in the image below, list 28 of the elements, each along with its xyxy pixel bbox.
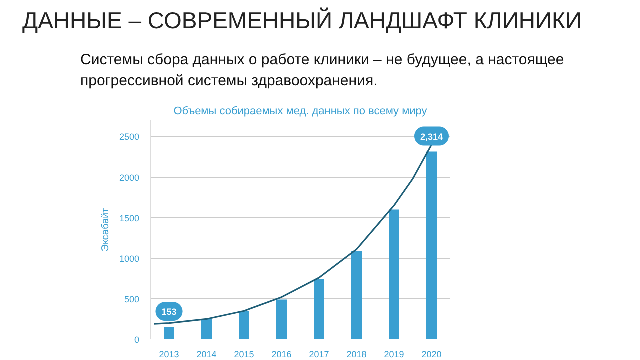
chart-title: ДАННЫЕ – СОВРЕМЕННЫЙ ЛАНДШАФТ КЛИНИКИ xyxy=(22,8,582,34)
x-tick-label: 2013 xyxy=(159,350,180,360)
bar xyxy=(239,311,250,340)
y-tick-label: 0 xyxy=(134,335,140,345)
y-tick-label: 2500 xyxy=(119,132,140,142)
x-tick-label: 2017 xyxy=(309,350,330,360)
x-tick-label: 2016 xyxy=(272,350,292,360)
bar xyxy=(164,327,174,340)
y-tick-label: 1000 xyxy=(119,254,140,264)
y-axis-title: Эксабайт xyxy=(100,208,112,252)
y-tick-label: 1500 xyxy=(119,213,140,224)
x-tick-label: 2015 xyxy=(234,350,254,360)
data-label: 2,314 xyxy=(420,132,444,142)
x-tick-label: 2014 xyxy=(196,350,217,360)
bar xyxy=(276,300,287,340)
bar xyxy=(426,152,437,340)
bar xyxy=(352,251,362,340)
x-tick-label: 2019 xyxy=(384,350,404,360)
bar xyxy=(389,210,400,340)
x-tick-label: 2018 xyxy=(346,350,367,360)
y-tick-label: 500 xyxy=(124,294,140,304)
y-tick-label: 2000 xyxy=(119,172,140,183)
chart-subtitle: Системы сбора данных о работе клиники – не будущее, а настоящее прогрессивной системы здравоохранения. xyxy=(80,51,564,90)
data-label: 153 xyxy=(162,307,177,318)
text: Объемы собираемых мед. данных по всему миру xyxy=(174,106,428,118)
bar xyxy=(202,319,212,340)
x-tick-label: 2020 xyxy=(422,350,442,360)
bar xyxy=(314,279,324,340)
